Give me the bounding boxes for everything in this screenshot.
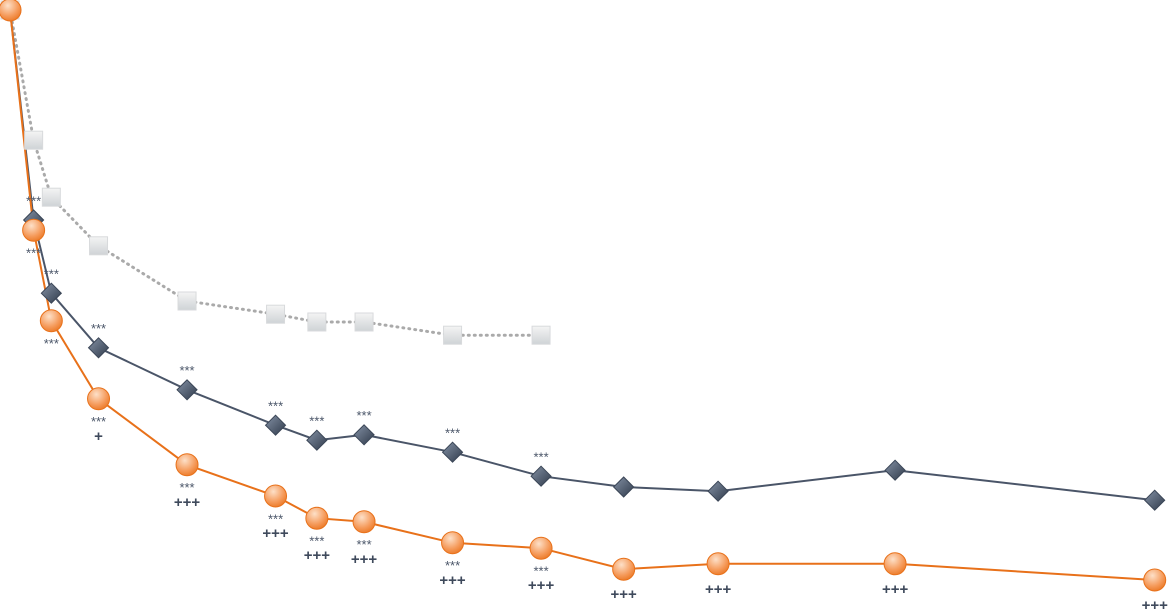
- significance-label: ***: [268, 399, 283, 414]
- significance-label: +++: [1142, 597, 1169, 612]
- marker: [354, 312, 374, 332]
- marker: [352, 510, 376, 534]
- series-line: [9, 9, 1155, 581]
- marker: [529, 536, 553, 560]
- marker: [1143, 568, 1167, 592]
- marker: [306, 429, 328, 451]
- marker: [883, 552, 907, 576]
- marker: [177, 291, 197, 311]
- significance-label: ***: [91, 414, 106, 429]
- significance-label: ***: [309, 534, 324, 549]
- significance-label: ***: [44, 267, 59, 282]
- significance-label: ***: [91, 321, 106, 336]
- marker: [266, 304, 286, 324]
- significance-label: ***: [356, 408, 371, 423]
- significance-label: ***: [445, 558, 460, 573]
- marker: [0, 0, 22, 22]
- marker: [87, 387, 111, 411]
- marker: [441, 531, 465, 555]
- marker: [41, 187, 61, 207]
- significance-label: +: [94, 428, 103, 445]
- significance-label: ***: [179, 363, 194, 378]
- series-line: [9, 9, 1155, 502]
- significance-label: +++: [174, 494, 201, 511]
- significance-label: +++: [262, 525, 289, 542]
- marker: [1144, 489, 1166, 511]
- significance-label: ***: [533, 450, 548, 465]
- marker: [264, 484, 288, 508]
- significance-label: +++: [705, 581, 732, 598]
- marker: [706, 552, 730, 576]
- significance-label: +++: [439, 572, 466, 589]
- significance-label: ***: [309, 414, 324, 429]
- marker: [264, 414, 287, 436]
- series-line: [8, 8, 543, 337]
- marker: [307, 312, 327, 332]
- marker: [441, 441, 464, 463]
- significance-label: +++: [304, 547, 331, 564]
- marker: [87, 337, 110, 359]
- marker: [530, 465, 552, 487]
- marker: [707, 480, 729, 502]
- marker: [175, 453, 199, 477]
- marker: [89, 236, 109, 256]
- marker: [22, 218, 46, 242]
- significance-label: ***: [44, 336, 59, 351]
- significance-label: ***: [445, 426, 460, 441]
- significance-label: +++: [351, 551, 378, 568]
- marker: [40, 282, 63, 304]
- marker: [305, 506, 329, 530]
- marker: [612, 476, 635, 498]
- marker: [176, 379, 198, 401]
- marker: [612, 557, 636, 581]
- marker: [353, 424, 375, 446]
- marker: [531, 325, 551, 345]
- significance-label: ***: [26, 193, 41, 208]
- marker: [884, 459, 906, 481]
- marker: [24, 130, 44, 150]
- significance-label: ***: [179, 480, 194, 495]
- significance-label: ***: [268, 511, 283, 526]
- significance-label: ***: [533, 564, 548, 579]
- significance-label: +++: [882, 581, 909, 598]
- marker: [443, 325, 463, 345]
- significance-label: ***: [356, 537, 371, 552]
- marker: [39, 309, 63, 333]
- significance-label: +++: [611, 586, 638, 603]
- significance-label: ***: [26, 246, 41, 261]
- significance-label: +++: [528, 577, 555, 594]
